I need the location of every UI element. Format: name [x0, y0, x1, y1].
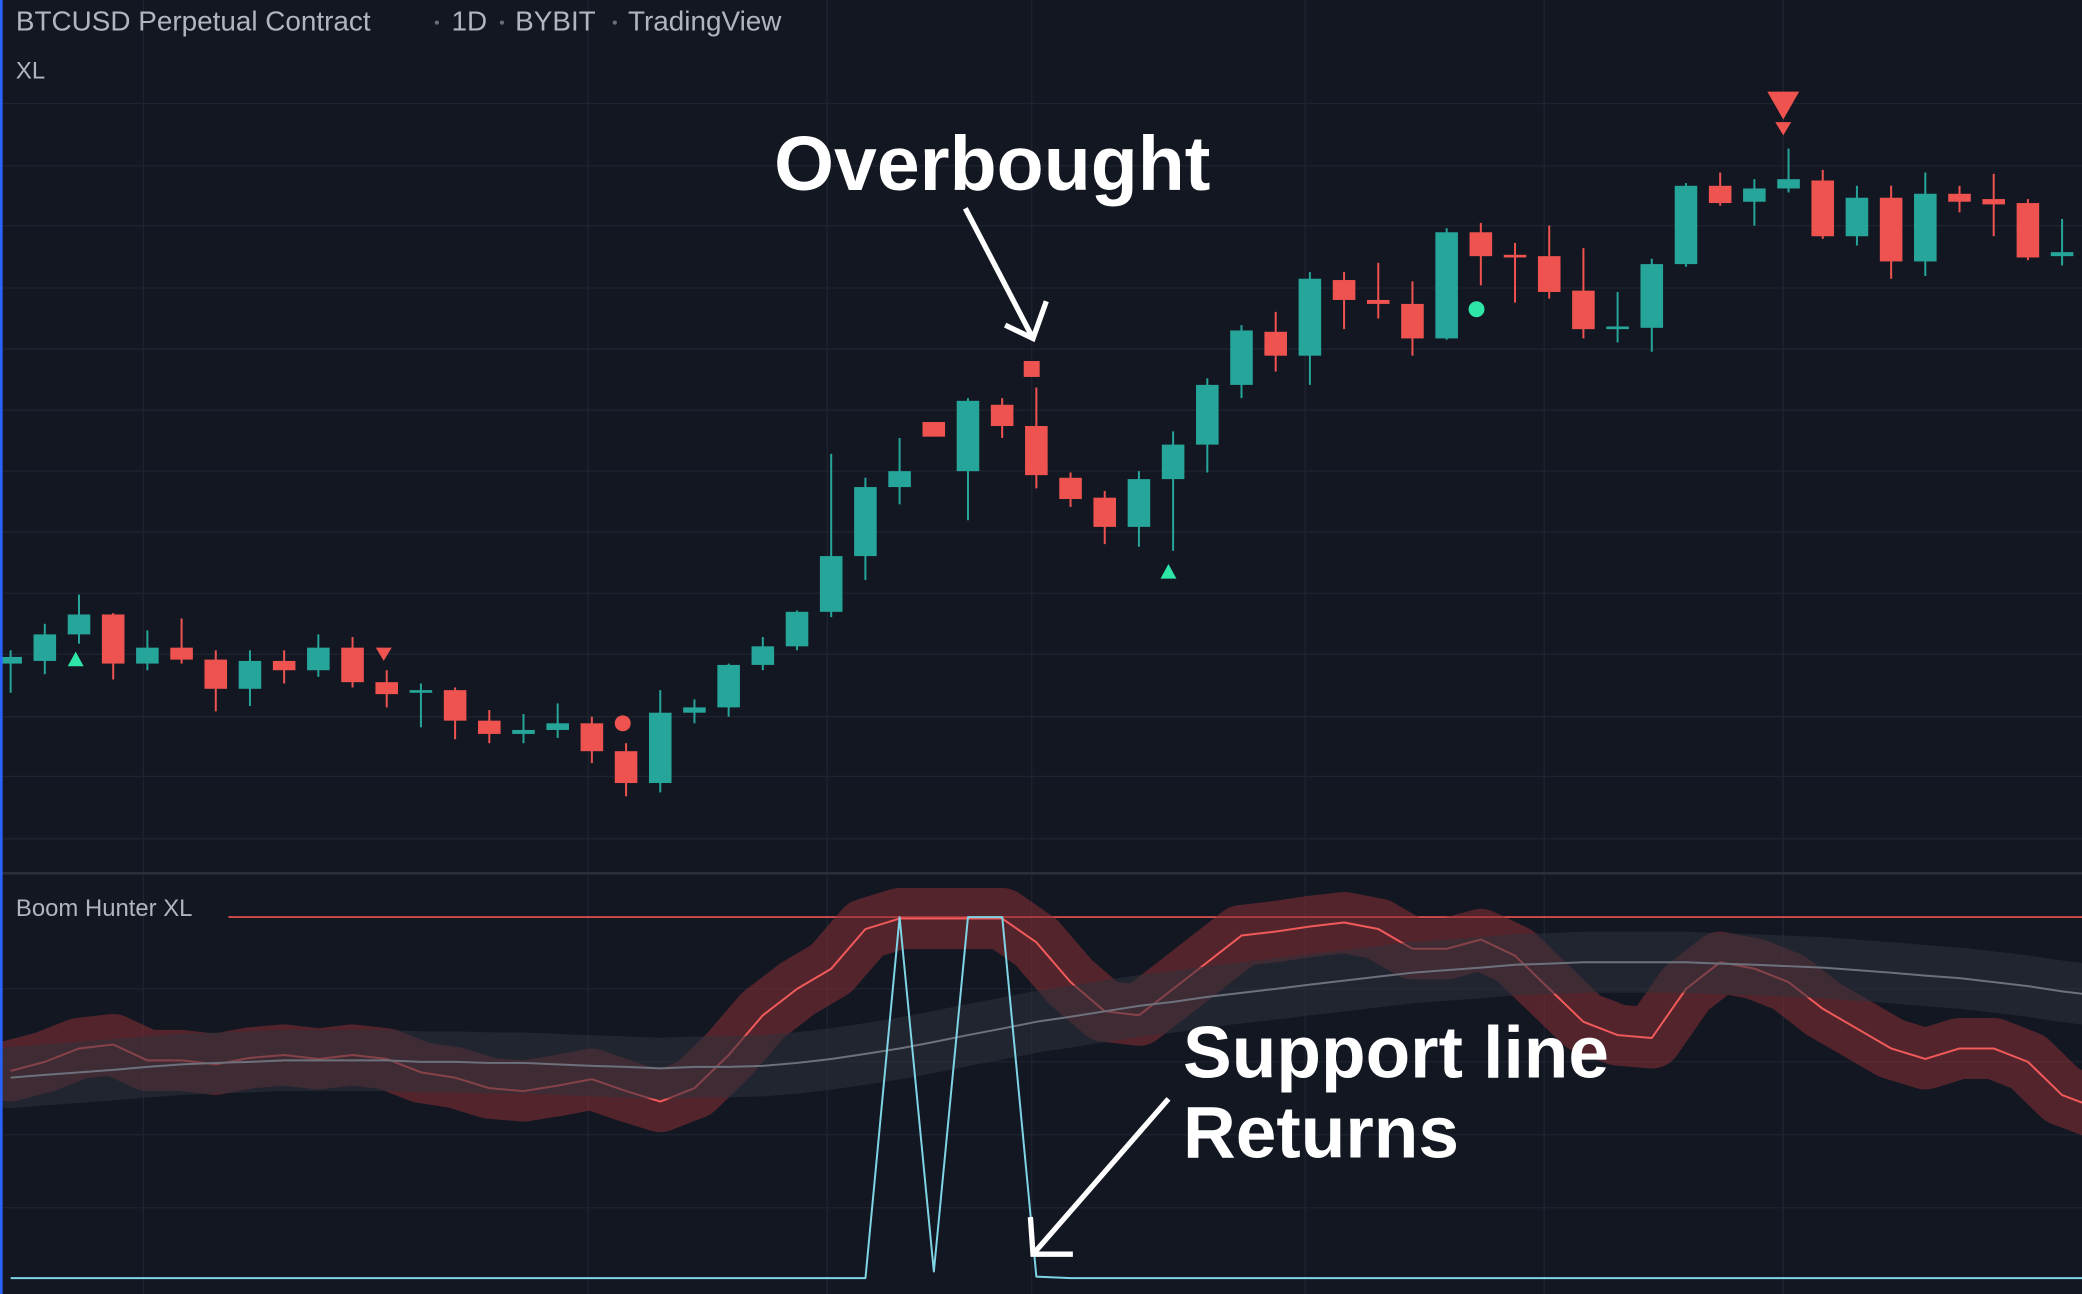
sell-signal: [375, 647, 392, 661]
candle-body: [785, 611, 809, 647]
candle-body: [1914, 193, 1937, 262]
candle-body: [922, 422, 946, 437]
candle-body: [33, 634, 57, 661]
candle-body: [1093, 497, 1117, 527]
candle-body: [1025, 426, 1048, 476]
candle-body: [512, 729, 535, 734]
candle-body: [1469, 232, 1493, 257]
candle-body: [1948, 193, 1971, 202]
overlay-label: XL: [16, 57, 45, 84]
candle-body: [307, 647, 330, 671]
candle-body: [819, 556, 843, 612]
candle-body: [717, 664, 740, 708]
candle-body: [1401, 303, 1424, 339]
header: BTCUSD Perpetual Contract 1D BYBIT Tradi…: [16, 6, 782, 922]
plot: [0, 148, 2082, 1280]
candle-body: [1503, 254, 1527, 258]
candle-body: [409, 690, 433, 693]
candle-body: [1845, 197, 1869, 237]
candle-body: [683, 707, 706, 713]
candle-body: [1332, 280, 1356, 300]
candle-body: [2050, 252, 2074, 257]
candle-body: [1708, 185, 1732, 204]
candle-body: [956, 400, 980, 472]
candle-body: [1982, 199, 2005, 205]
candle-body: [1640, 264, 1664, 328]
line-series: [10, 961, 2082, 1079]
candle-body: [136, 647, 159, 664]
buy-signal: [67, 651, 84, 667]
sell-signal: [1767, 91, 1800, 120]
candle-body: [67, 614, 91, 635]
candle-body: [238, 660, 262, 689]
candle-body: [341, 647, 364, 683]
candle-body: [0, 656, 22, 664]
candle-body: [272, 660, 296, 671]
candle-body: [1606, 326, 1629, 330]
annotation: Overbought: [774, 121, 1210, 207]
candle-body: [1743, 188, 1766, 202]
candle-body: [375, 682, 399, 695]
arrow-head: [1004, 300, 1049, 343]
candle-body: [1366, 299, 1390, 304]
annotation: Returns: [1183, 1092, 1459, 1173]
arrow: [1031, 1097, 1171, 1256]
candle-body: [1811, 180, 1835, 237]
separator: [612, 20, 617, 25]
candle-body: [478, 720, 501, 734]
arrow: [962, 207, 1036, 340]
candle-body: [1777, 179, 1800, 189]
buy-signal: [1160, 564, 1177, 579]
candle-body: [170, 647, 193, 660]
candle-body: [546, 723, 569, 730]
candle-body: [1230, 330, 1253, 385]
candle-body: [204, 659, 228, 689]
candle-body: [1435, 232, 1458, 339]
sell-signal: [1775, 122, 1792, 136]
candle-body: [888, 471, 911, 488]
candle-body: [1298, 278, 1322, 356]
candle-body: [1572, 290, 1595, 330]
candle-body: [2016, 203, 2040, 258]
interval: 1D: [451, 6, 487, 37]
candle-body: [1879, 197, 1903, 262]
candle-body: [101, 614, 125, 664]
separator: [434, 20, 439, 25]
candle-body: [614, 751, 638, 784]
annotations: Overbought Support line Returns: [774, 121, 1609, 1257]
candle-body: [443, 690, 467, 721]
signal-dot: [614, 715, 631, 732]
exchange: BYBIT: [515, 6, 596, 37]
candle-body: [1196, 384, 1219, 445]
overbought-marker: [1023, 360, 1040, 377]
signal-dot: [1468, 301, 1485, 318]
source: TradingView: [628, 6, 782, 37]
signals: [67, 91, 1800, 732]
candle-body: [1127, 479, 1151, 527]
indicator-label: Boom Hunter XL: [16, 895, 193, 922]
candle-body: [648, 712, 672, 784]
candle-body: [1537, 256, 1561, 292]
candle-body: [854, 487, 877, 557]
candle-body: [1059, 477, 1082, 500]
line-series: [10, 916, 2082, 1280]
candle-body: [1161, 444, 1185, 480]
separator: [499, 20, 505, 25]
candle-body: [1264, 331, 1287, 356]
candle-body: [990, 404, 1014, 427]
candle-body: [751, 646, 775, 665]
candle-body: [1674, 185, 1698, 265]
symbol: BTCUSD Perpetual Contract: [16, 6, 371, 37]
arrow-head: [1027, 1216, 1073, 1257]
candle-body: [580, 723, 604, 752]
annotation: Support line: [1183, 1013, 1609, 1094]
